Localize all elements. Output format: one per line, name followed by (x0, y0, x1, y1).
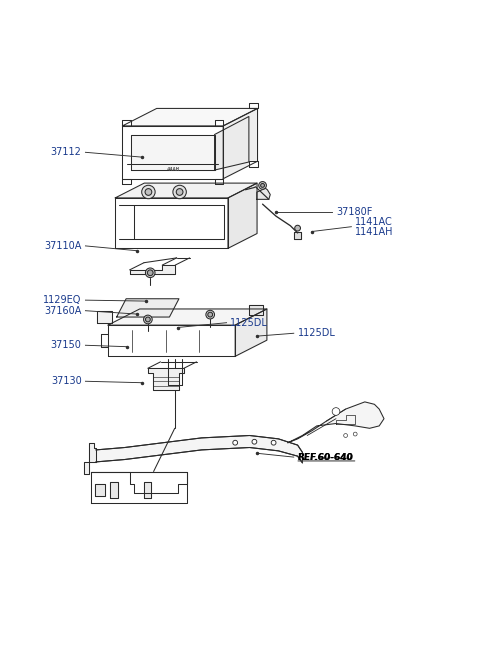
Text: 37160A: 37160A (44, 306, 82, 316)
Polygon shape (96, 436, 302, 463)
Text: 37112: 37112 (51, 147, 82, 157)
Circle shape (271, 440, 276, 445)
Text: 37110A: 37110A (44, 241, 82, 251)
Polygon shape (215, 120, 223, 126)
Circle shape (145, 189, 152, 195)
Text: 44AH: 44AH (166, 166, 180, 172)
Polygon shape (130, 265, 175, 274)
Circle shape (208, 312, 213, 317)
Circle shape (233, 440, 238, 445)
Circle shape (145, 317, 150, 322)
Text: REF.60-640: REF.60-640 (298, 453, 354, 462)
Circle shape (142, 185, 155, 198)
Polygon shape (131, 134, 215, 170)
Circle shape (176, 189, 183, 195)
Polygon shape (115, 198, 228, 248)
Text: 1129EQ: 1129EQ (43, 295, 82, 305)
Text: REF.60-640: REF.60-640 (298, 453, 353, 462)
Circle shape (147, 270, 153, 276)
Polygon shape (91, 472, 187, 502)
Polygon shape (288, 402, 384, 443)
Text: 37130: 37130 (51, 376, 82, 386)
Circle shape (344, 434, 348, 438)
Polygon shape (144, 482, 151, 498)
Polygon shape (110, 482, 118, 498)
Polygon shape (228, 183, 257, 248)
Polygon shape (235, 309, 267, 356)
Polygon shape (117, 299, 179, 317)
Polygon shape (97, 311, 112, 323)
Polygon shape (122, 126, 223, 179)
Polygon shape (215, 117, 249, 170)
Polygon shape (215, 179, 223, 185)
Circle shape (332, 407, 340, 415)
Polygon shape (91, 472, 187, 493)
Circle shape (173, 185, 186, 198)
Polygon shape (122, 109, 257, 126)
Circle shape (145, 268, 155, 278)
Polygon shape (257, 188, 270, 199)
Text: 1141AH: 1141AH (355, 227, 394, 237)
Circle shape (259, 181, 266, 189)
Text: 37150: 37150 (51, 340, 82, 350)
Polygon shape (122, 179, 131, 185)
Circle shape (261, 183, 264, 187)
Polygon shape (249, 103, 257, 109)
Polygon shape (108, 309, 267, 325)
Circle shape (144, 315, 152, 324)
Polygon shape (249, 305, 263, 314)
Text: 1141AC: 1141AC (355, 217, 393, 227)
Polygon shape (84, 443, 96, 474)
Circle shape (353, 432, 357, 436)
Text: 1125DL: 1125DL (298, 328, 336, 338)
Polygon shape (108, 325, 235, 356)
Circle shape (206, 310, 215, 319)
Text: 1125DL: 1125DL (230, 318, 268, 328)
Polygon shape (249, 161, 257, 167)
Polygon shape (148, 368, 184, 390)
Polygon shape (223, 109, 257, 179)
Text: 37180F: 37180F (336, 207, 372, 217)
Polygon shape (115, 183, 257, 198)
Circle shape (252, 440, 257, 444)
Polygon shape (122, 120, 131, 126)
Polygon shape (95, 483, 105, 496)
Polygon shape (294, 232, 301, 238)
Circle shape (295, 225, 300, 231)
